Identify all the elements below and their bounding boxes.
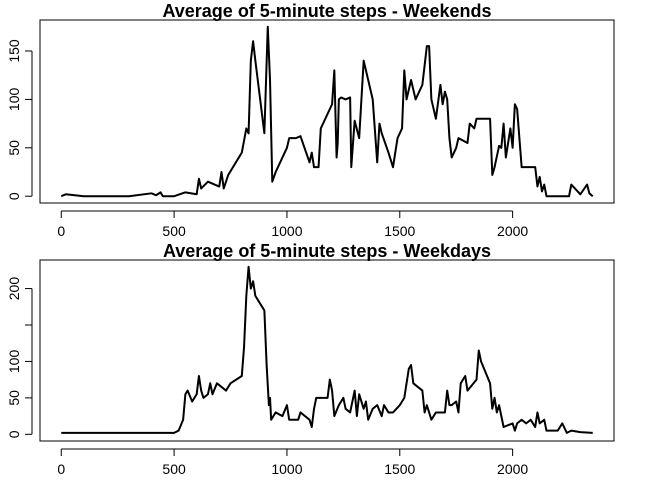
x-tick-label: 500 [162, 461, 186, 477]
x-tick-label: 0 [57, 461, 65, 477]
y-tick-label: 50 [6, 390, 22, 406]
y-tick-label: 50 [6, 140, 22, 156]
plot-box [39, 19, 615, 204]
x-tick-label: 1000 [271, 223, 302, 239]
data-line [60, 25, 594, 198]
y-tick-label: 100 [6, 88, 22, 112]
x-tick-label: 2000 [497, 461, 528, 477]
data-line [61, 265, 593, 434]
x-tick-label: 500 [162, 223, 186, 239]
y-tick-label: 100 [6, 350, 22, 374]
x-tick-label: 1500 [384, 223, 415, 239]
chart-title: Average of 5-minute steps - Weekdays [163, 241, 491, 261]
x-tick-label: 2000 [497, 223, 528, 239]
y-tick-label: 200 [6, 277, 22, 301]
y-tick-label: 150 [6, 39, 22, 63]
chart-title: Average of 5-minute steps - Weekends [162, 1, 491, 21]
y-tick-label: 0 [6, 192, 22, 200]
x-tick-label: 1000 [271, 461, 302, 477]
plot-box [39, 259, 615, 442]
x-tick-label: 1500 [384, 461, 415, 477]
y-tick-label: 0 [6, 430, 22, 438]
x-tick-label: 0 [57, 223, 65, 239]
